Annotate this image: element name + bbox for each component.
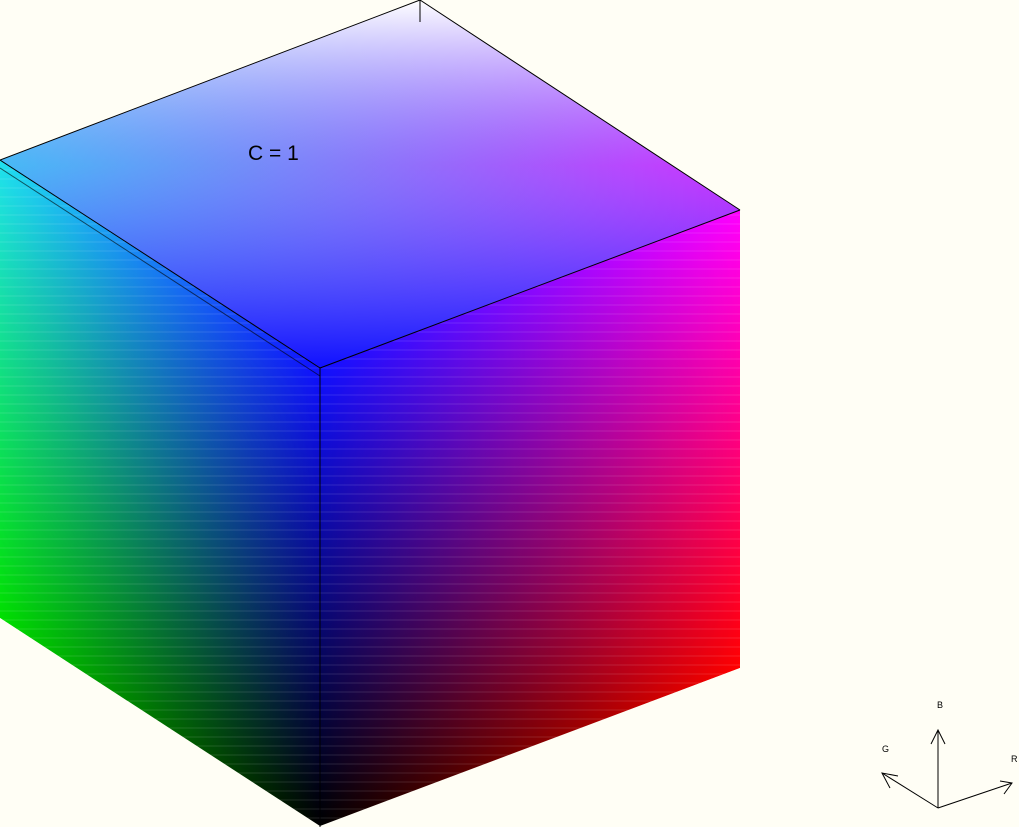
r-axis-line xyxy=(937,782,1013,809)
g-axis-label: G xyxy=(882,744,889,754)
g-axis-arrowhead xyxy=(881,772,899,789)
r-axis-label: R xyxy=(1011,754,1018,764)
cube-value-label: C = 1 xyxy=(248,142,299,165)
g-axis-line xyxy=(881,772,939,809)
cube-edges xyxy=(0,0,741,827)
cube-right-face xyxy=(320,210,740,827)
r-axis-arrowhead xyxy=(999,780,1013,795)
b-axis-arrowhead xyxy=(930,728,946,745)
axis-triad xyxy=(881,728,1013,809)
b-axis-label: B xyxy=(937,700,943,710)
cube-left-face xyxy=(0,160,320,827)
